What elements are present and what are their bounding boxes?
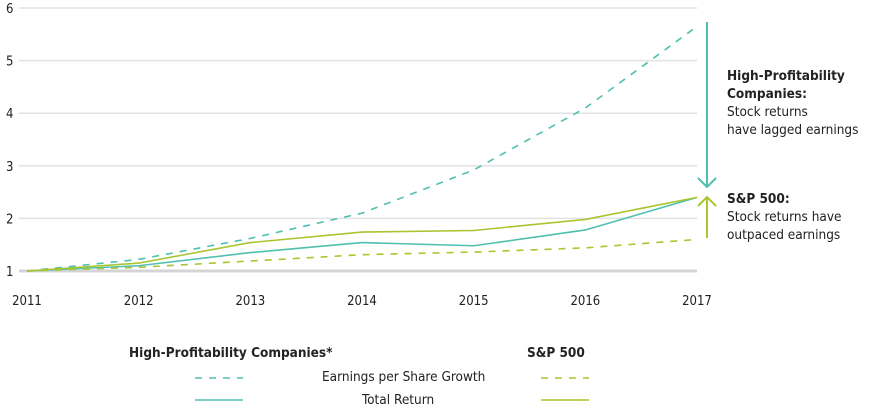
y-tick-label: 1 [6,265,13,280]
annotation-line: Stock returns [727,104,808,120]
annotation-line: have lagged earnings [727,122,859,138]
legend-group-sp500: S&P 500 [527,345,585,361]
legend-label-eps: Earnings per Share Growth [322,369,486,385]
series-line [26,25,698,272]
y-tick-label: 6 [6,2,13,17]
annotation-high-profitability: High-Profitability Companies: Stock retu… [727,67,870,139]
x-tick-label: 2012 [124,294,154,309]
annotation-title: S&P 500: [727,191,790,207]
annotation-title: High-Profitability Companies: [727,68,845,102]
y-tick-label: 3 [6,160,13,175]
y-tick-label: 5 [6,55,13,70]
x-tick-label: 2014 [347,294,377,309]
x-tick-label: 2013 [235,294,265,309]
annotation-sp500: S&P 500: Stock returns have outpaced ear… [727,190,842,244]
annotation-line: Stock returns have [727,209,842,225]
up-arrow-icon [697,195,717,207]
y-tick-label: 4 [6,107,13,122]
x-tick-label: 2017 [682,294,712,309]
down-arrow-icon [697,177,717,189]
legend-label-total-return: Total Return [362,392,435,408]
x-tick-label: 2016 [570,294,600,309]
legend-group-high-profitability: High-Profitability Companies* [129,345,333,361]
annotation-line: outpaced earnings [727,227,841,243]
series-line [26,196,698,272]
x-tick-label: 2011 [12,294,42,309]
series-line [26,196,698,272]
y-tick-label: 2 [6,212,13,227]
x-tick-label: 2015 [459,294,489,309]
